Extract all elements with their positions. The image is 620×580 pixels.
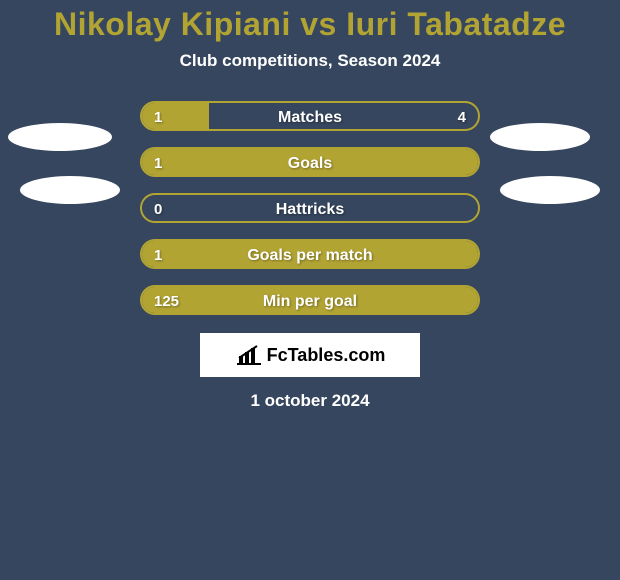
placeholder-ellipse [500, 176, 600, 204]
placeholder-ellipse [8, 123, 112, 151]
stat-row: 1Goals [0, 147, 620, 177]
stat-bar-fill [142, 287, 478, 313]
placeholder-ellipse [490, 123, 590, 151]
placeholder-ellipse [20, 176, 120, 204]
stat-bar-fill [142, 103, 209, 129]
subtitle: Club competitions, Season 2024 [0, 51, 620, 71]
stat-bar-fill [142, 149, 478, 175]
stat-bar: 1Goals [140, 147, 480, 177]
page-title: Nikolay Kipiani vs Iuri Tabatadze [0, 0, 620, 47]
stat-bar: 1Goals per match [140, 239, 480, 269]
logo: FcTables.com [235, 344, 386, 366]
logo-bars-icon [235, 344, 261, 366]
stat-label: Hattricks [142, 195, 478, 223]
stat-right-value: 4 [458, 103, 466, 131]
stat-bar: 125Min per goal [140, 285, 480, 315]
comparison-card: Nikolay Kipiani vs Iuri Tabatadze Club c… [0, 0, 620, 580]
stat-bar-fill [142, 241, 478, 267]
stat-bar: 14Matches [140, 101, 480, 131]
logo-box: FcTables.com [200, 333, 420, 377]
stat-left-value: 0 [154, 195, 162, 223]
stat-row: 125Min per goal [0, 285, 620, 315]
stat-bar: 0Hattricks [140, 193, 480, 223]
date-line: 1 october 2024 [0, 391, 620, 411]
stat-row: 1Goals per match [0, 239, 620, 269]
logo-text: FcTables.com [267, 345, 386, 366]
